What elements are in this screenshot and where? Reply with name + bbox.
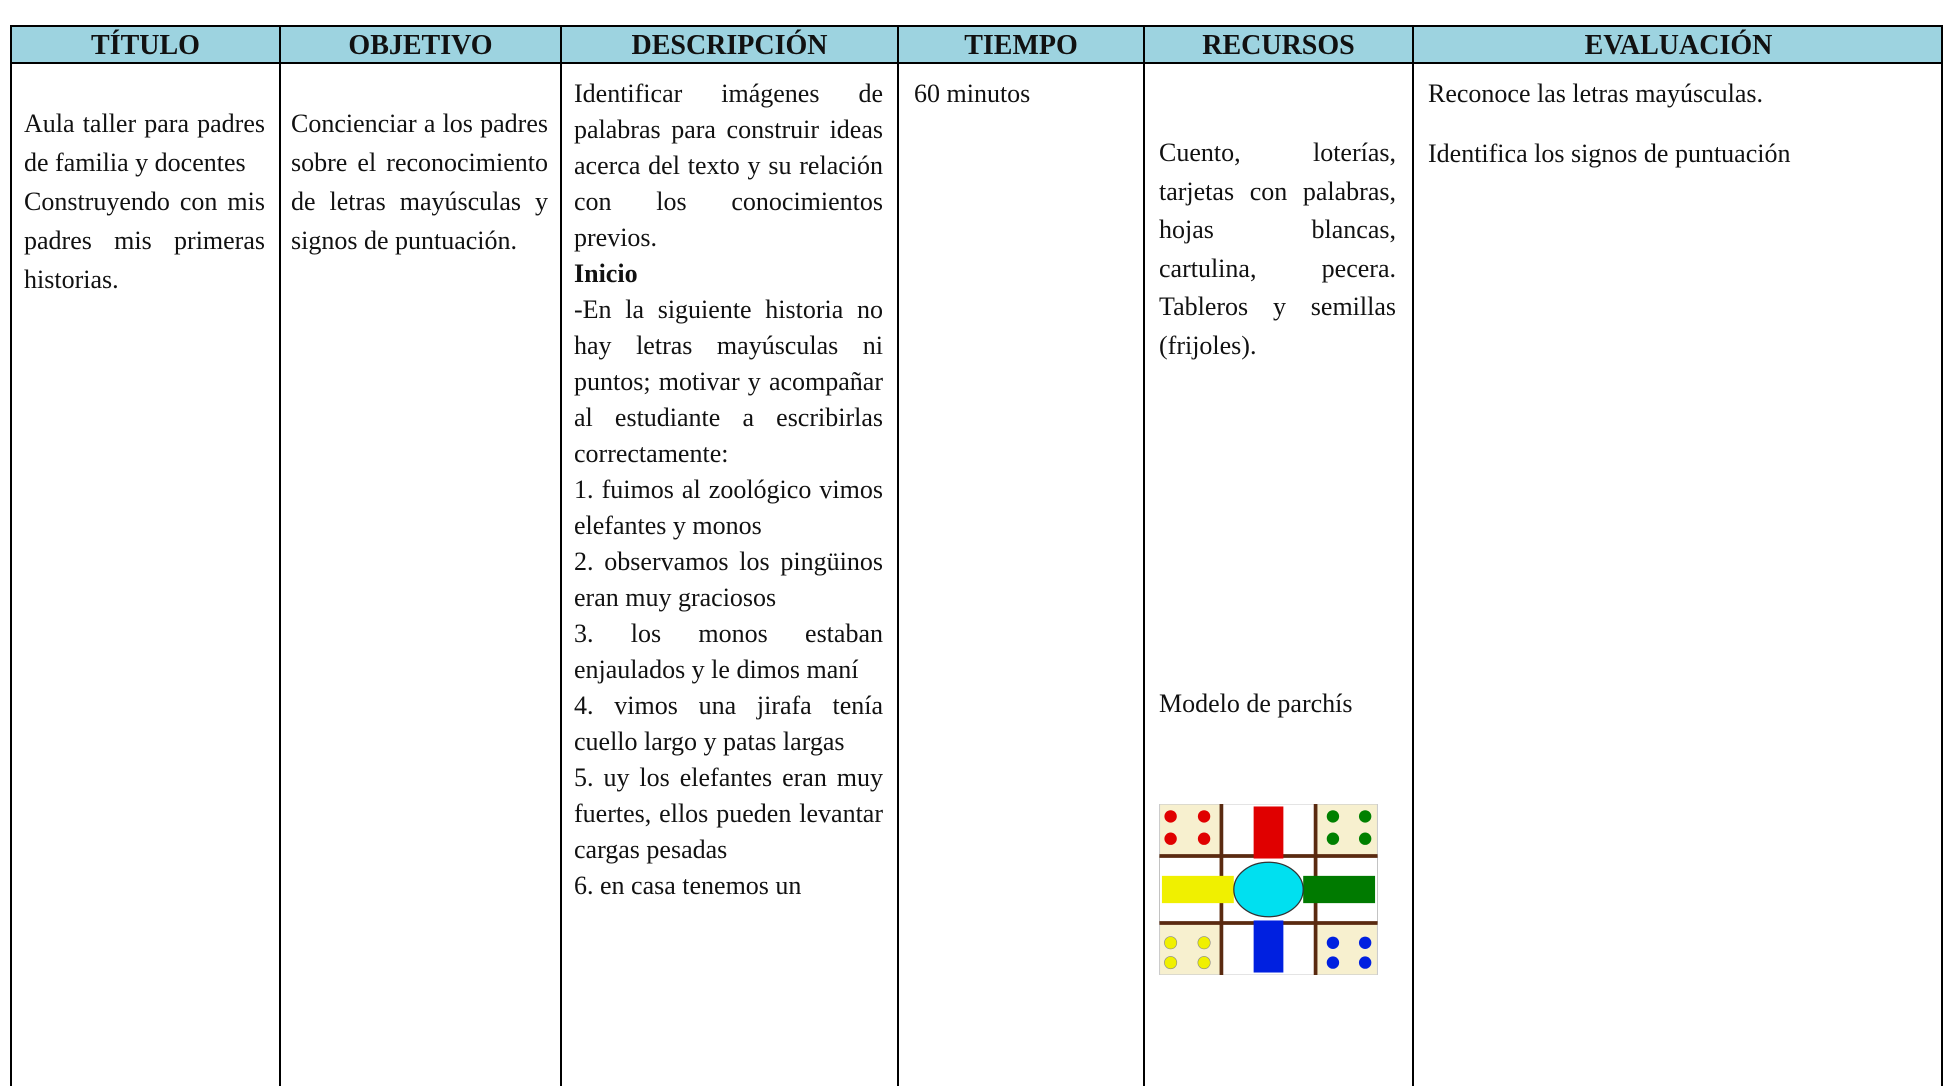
header-cell: TIEMPO xyxy=(897,25,1143,64)
column-border xyxy=(897,62,899,1086)
column-border xyxy=(560,62,562,1086)
paragraph: Reconoce las letras mayúsculas. xyxy=(1428,79,1763,108)
tiempo-cell: 60 minutos xyxy=(914,76,1126,112)
heading: Inicio xyxy=(574,259,638,288)
recursos-cell: Modelo de parchís xyxy=(1159,685,1396,723)
paragraph: 2. observamos los pingüinos eran muy gra… xyxy=(574,547,883,612)
paragraph: 1. fuimos al zoológico vimos elefantes y… xyxy=(574,475,883,540)
paragraph: Identifica los signos de puntuación xyxy=(1428,139,1791,168)
evaluacion-cell: Reconoce las letras mayúsculas. Identific… xyxy=(1428,76,1927,196)
paragraph: 5. uy los elefantes eran muy fuertes, el… xyxy=(574,763,883,864)
descripcion-cell: Identificar imágenes de palabras para co… xyxy=(574,76,883,904)
paragraph: -En la siguiente historia no hay letras … xyxy=(574,295,883,468)
column-border xyxy=(10,62,12,1086)
paragraph: 60 minutos xyxy=(914,79,1031,108)
header-right-border xyxy=(1941,25,1943,1086)
header-cell: OBJETIVO xyxy=(279,25,560,64)
parchis-board xyxy=(1159,804,1378,975)
paragraph: Cuento, loterías, tarjetas con palabras,… xyxy=(1159,138,1396,360)
titulo-cell: Aula taller para padres de familia y doc… xyxy=(24,104,265,299)
header-cell: TÍTULO xyxy=(10,25,279,64)
column-border xyxy=(1412,62,1414,1086)
paragraph: 3. los monos estaban enjaulados y le dim… xyxy=(574,619,883,684)
objetivo-cell: Concienciar a los padres sobre el recono… xyxy=(291,104,548,260)
paragraph: Modelo de parchís xyxy=(1159,689,1353,718)
recursos-cell: Cuento, loterías, tarjetas con palabras,… xyxy=(1159,134,1396,365)
paragraph: Construyendo con mis padres mis primeras… xyxy=(24,187,265,294)
header-cell: DESCRIPCIÓN xyxy=(560,25,897,64)
column-border xyxy=(279,62,281,1086)
paragraph: Identificar imágenes de palabras para co… xyxy=(574,79,883,252)
paragraph: 4. vimos una jirafa tenía cuello largo y… xyxy=(574,691,883,756)
column-border xyxy=(1143,62,1145,1086)
paragraph: 6. en casa tenemos un xyxy=(574,871,802,900)
paragraph: Concienciar a los padres sobre el recono… xyxy=(291,109,548,255)
header-cell: EVALUACIÓN xyxy=(1412,25,1943,64)
header-cell: RECURSOS xyxy=(1143,25,1412,64)
paragraph: Aula taller para padres de familia y doc… xyxy=(24,109,265,177)
